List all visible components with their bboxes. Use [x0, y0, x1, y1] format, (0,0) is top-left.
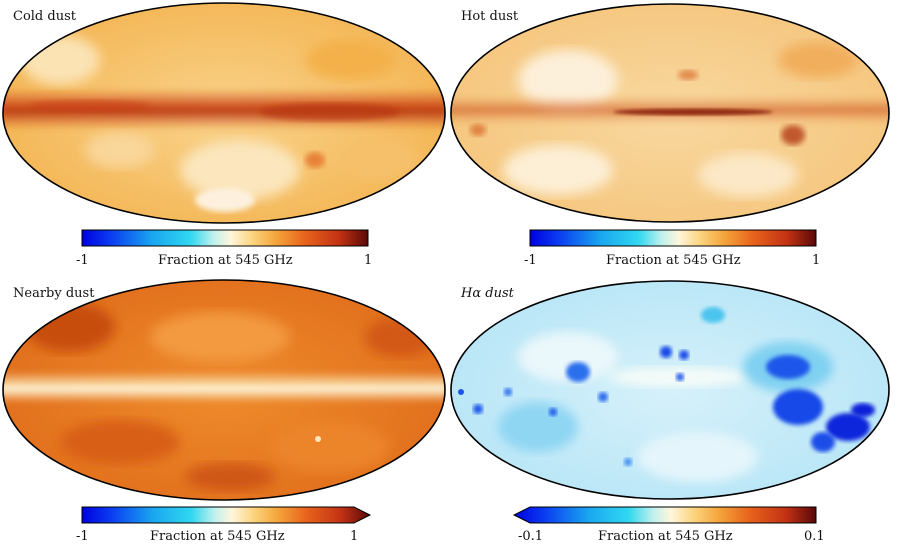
colorbar-label: Fraction at 545 GHz — [598, 529, 733, 544]
colorbar-min-label: -0.1 — [518, 529, 544, 544]
panel-title: Nearby dust — [13, 286, 95, 301]
colorbar-label: Fraction at 545 GHz — [606, 253, 741, 268]
cold-dust-colorbar — [81, 229, 369, 247]
colorbar-max-label: 1 — [364, 253, 373, 268]
colorbar-label: Fraction at 545 GHz — [150, 529, 285, 544]
colorbar-min-label: -1 — [76, 253, 89, 268]
nearby-dust-colorbar — [81, 506, 372, 524]
colorbar-min-label: -1 — [76, 529, 89, 544]
halpha-dust-colorbar — [512, 506, 817, 524]
panel-cold-dust: Cold dust -1 Fraction at 545 GHz 1 — [0, 0, 448, 275]
nearby-dust-map — [3, 280, 445, 500]
panel-nearby-dust: Nearby dust -1 Fraction at 545 GHz 1 — [0, 277, 448, 550]
panel-title: Hα dust — [461, 286, 514, 301]
colorbar-max-label: 0.1 — [804, 529, 825, 544]
colorbar-max-label: 1 — [812, 253, 821, 268]
cold-dust-map-outline — [2, 2, 446, 224]
hot-dust-map — [451, 4, 889, 222]
halpha-dust-figure — [450, 280, 890, 524]
nearby-dust-map-outline — [2, 279, 446, 501]
colorbar-max-label: 1 — [350, 529, 359, 544]
halpha-dust-map — [451, 281, 889, 499]
panel-title: Cold dust — [13, 9, 76, 24]
colorbar-min-label: -1 — [524, 253, 537, 268]
panel-title: Hot dust — [461, 9, 519, 24]
cold-dust-map — [3, 3, 445, 223]
cold-dust-figure — [2, 2, 446, 247]
hot-dust-map-outline — [450, 3, 890, 223]
halpha-dust-map-outline — [450, 280, 890, 500]
panel-halpha-dust: Hα dust -0.1 Fraction at 545 GHz 0.1 — [448, 277, 897, 550]
colorbar-label: Fraction at 545 GHz — [158, 253, 293, 268]
hot-dust-figure — [450, 3, 890, 247]
hot-dust-colorbar — [529, 229, 817, 247]
nearby-dust-figure — [2, 279, 446, 524]
panel-hot-dust: Hot dust -1 Fraction at 545 GHz 1 — [448, 0, 897, 275]
